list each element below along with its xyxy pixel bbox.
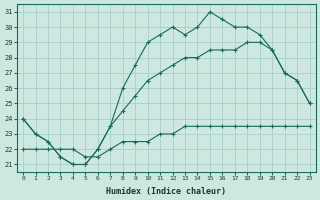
X-axis label: Humidex (Indice chaleur): Humidex (Indice chaleur) — [106, 187, 226, 196]
